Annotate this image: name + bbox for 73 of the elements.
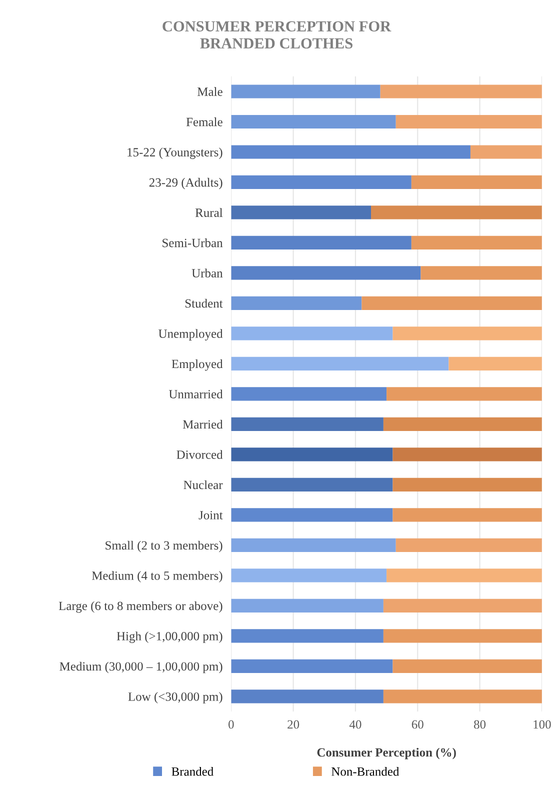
y-tick-label: Female (186, 117, 222, 126)
x-axis-title: Consumer Perception (%) (317, 748, 456, 760)
bar (392, 478, 542, 492)
y-tick-label: Married (182, 420, 223, 429)
bar (392, 659, 542, 673)
y-tick-label: Unmarried (168, 390, 223, 398)
x-tick-label: 60 (412, 720, 424, 729)
bar (231, 84, 380, 98)
y-tick-label: Male (197, 87, 222, 96)
y-tick-label: Medium (4 to 5 members) (92, 571, 222, 582)
bar (231, 387, 387, 401)
bar (231, 478, 393, 492)
bar (396, 114, 542, 129)
y-tick-label: Unemployed (158, 329, 223, 341)
x-tick-label: 40 (349, 720, 362, 729)
y-tick-label: 23-29 (Adults) (149, 178, 222, 190)
bar (392, 326, 542, 340)
bar (231, 659, 393, 673)
y-tick-label: Medium (30,000 – 1,00,000 pm) (60, 662, 222, 674)
bar (231, 206, 372, 220)
bar (231, 175, 412, 190)
bar (231, 326, 393, 340)
bar (371, 206, 542, 220)
bar (448, 356, 542, 371)
bar (231, 598, 384, 612)
x-tick-label: 100 (534, 720, 551, 729)
y-tick-label: Nuclear (184, 480, 223, 490)
bar (396, 538, 542, 552)
y-tick-label: Divorced (176, 450, 223, 459)
bar (231, 629, 384, 643)
bar (231, 266, 421, 280)
bar (470, 145, 542, 159)
y-tick-label: Student (185, 298, 223, 308)
x-tick-label: 0 (228, 720, 234, 729)
bar (231, 417, 384, 432)
bar (383, 417, 542, 432)
legend-label: Non-Branded (332, 767, 400, 776)
y-tick-label: High (>1,00,000 pm) (116, 632, 222, 643)
bar (383, 629, 542, 643)
bar (411, 175, 542, 190)
legend-label: Branded (172, 767, 214, 776)
bar (392, 448, 542, 462)
y-tick-label: Small (2 to 3 members) (106, 540, 222, 552)
y-tick-label: Low (<30,000 pm) (128, 692, 222, 704)
bar (231, 145, 470, 159)
y-tick-label: Joint (198, 511, 223, 520)
bar (231, 538, 396, 552)
bar (231, 356, 449, 371)
bar (383, 690, 542, 704)
y-tick-label: Large (6 to 8 members or above) (58, 601, 222, 613)
bar (380, 84, 542, 98)
bar (386, 568, 542, 582)
chart-title: CONSUMER PERCEPTION FOR BRANDED CLOTHES (162, 21, 392, 49)
bar (231, 296, 362, 310)
bar (231, 690, 384, 704)
bar (383, 598, 542, 612)
bar (420, 266, 542, 280)
y-tick-label: Urban (192, 268, 223, 278)
y-tick-label: Semi-Urban (162, 238, 223, 248)
y-tick-label: Employed (172, 359, 223, 371)
bar (231, 114, 396, 129)
x-tick-label: 20 (288, 720, 300, 729)
bar (231, 508, 393, 522)
y-tick-label: Rural (195, 208, 223, 217)
bar (231, 236, 412, 250)
bar (231, 448, 393, 462)
bar (411, 236, 542, 250)
bar (231, 568, 387, 582)
bar (386, 387, 542, 401)
bar (392, 508, 542, 522)
x-tick-label: 80 (474, 720, 486, 729)
bar (362, 296, 542, 310)
y-tick-label: 15-22 (Youngsters) (128, 148, 222, 160)
